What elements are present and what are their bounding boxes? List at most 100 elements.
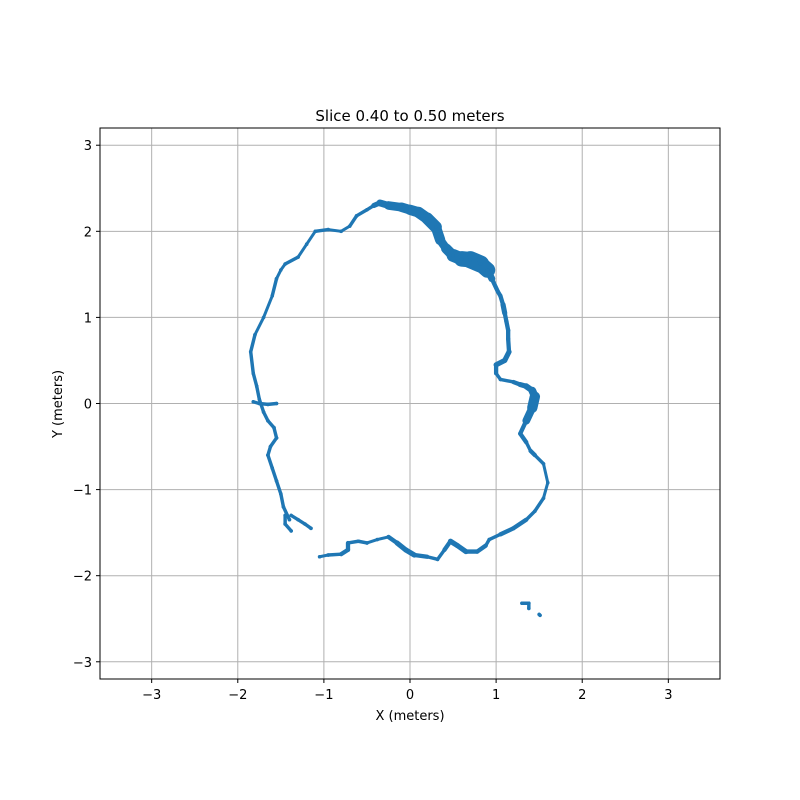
- data-point: [289, 513, 293, 518]
- data-point: [434, 225, 438, 229]
- data-point: [281, 505, 286, 509]
- data-point: [399, 205, 404, 210]
- data-point: [283, 522, 287, 526]
- x-tick-label: 3: [664, 688, 672, 703]
- data-point: [490, 276, 494, 281]
- data-point: [251, 399, 256, 404]
- data-point: [253, 332, 257, 337]
- data-point: [444, 246, 448, 251]
- data-point: [279, 492, 283, 496]
- data-point: [296, 255, 300, 259]
- data-point: [283, 262, 287, 266]
- data-segment: [251, 371, 259, 389]
- data-point: [507, 350, 511, 354]
- data-point: [386, 535, 391, 539]
- data-point: [326, 553, 330, 557]
- data-point: [378, 201, 382, 205]
- data-point: [289, 529, 293, 533]
- series-0: [248, 199, 550, 562]
- y-tick-label: −2: [73, 570, 92, 585]
- data-point: [257, 397, 262, 401]
- x-axis-label: X (meters): [375, 709, 444, 724]
- data-point: [487, 537, 492, 542]
- data-segment: [533, 496, 546, 513]
- data-point: [533, 509, 537, 513]
- y-tick-label: −3: [73, 656, 92, 671]
- data-segment: [253, 315, 266, 337]
- chart-title: Slice 0.40 to 0.50 meters: [315, 107, 504, 125]
- data-point: [268, 444, 273, 449]
- data-point: [455, 543, 460, 548]
- data-segment: [326, 228, 343, 233]
- data-point: [346, 548, 350, 552]
- x-tick-label: −1: [314, 688, 333, 703]
- data-point: [395, 541, 399, 545]
- data-point: [272, 425, 276, 430]
- data-segment: [541, 462, 550, 485]
- data-segment: [248, 350, 255, 376]
- data-point: [533, 453, 537, 457]
- data-point: [478, 262, 483, 266]
- data-point: [248, 350, 253, 354]
- data-point: [375, 537, 380, 542]
- data-point: [365, 541, 369, 545]
- y-tick-label: 3: [84, 139, 92, 154]
- data-point: [309, 526, 313, 531]
- data-segment: [257, 397, 266, 414]
- data-point: [468, 257, 473, 262]
- data-point: [541, 461, 546, 466]
- data-point: [266, 402, 270, 407]
- data-segment: [248, 332, 257, 354]
- y-axis-label: Y (meters): [51, 370, 66, 439]
- data-point: [303, 522, 307, 526]
- data-point: [261, 315, 266, 320]
- series-3: [283, 513, 293, 533]
- x-tick-label: 2: [578, 688, 586, 703]
- data-point: [251, 371, 256, 376]
- data-segment: [348, 214, 359, 228]
- data-point: [442, 548, 447, 552]
- plot-data: [248, 199, 550, 618]
- data-point: [502, 311, 507, 315]
- data-point: [408, 207, 412, 212]
- data-point: [435, 557, 440, 562]
- data-segment: [354, 208, 369, 218]
- axis-ticks: −3 −2 −1 0 1 2 3 −3 −2 −1 0 1 2 3: [73, 139, 673, 703]
- y-tick-label: 0: [84, 398, 92, 413]
- data-point: [339, 552, 343, 556]
- data-point: [485, 268, 490, 272]
- data-point: [296, 517, 300, 522]
- data-point: [498, 532, 503, 537]
- data-segment: [283, 255, 300, 266]
- data-segment: [541, 481, 550, 500]
- y-tick-label: −1: [73, 484, 92, 499]
- data-point: [304, 242, 309, 247]
- data-point: [464, 549, 468, 554]
- data-point: [524, 384, 529, 389]
- series-5: [537, 612, 542, 618]
- data-point: [538, 613, 542, 618]
- data-point: [494, 362, 498, 367]
- data-segment: [313, 227, 330, 234]
- data-point: [257, 401, 262, 406]
- data-segment: [266, 453, 274, 470]
- y-tick-label: 2: [84, 225, 92, 240]
- data-point: [386, 203, 391, 208]
- data-point: [541, 496, 546, 501]
- data-point: [533, 394, 537, 399]
- data-point: [511, 380, 516, 384]
- data-segment: [498, 526, 516, 537]
- data-point: [496, 289, 500, 294]
- data-point: [527, 601, 531, 606]
- data-segment: [281, 505, 292, 522]
- data-point: [506, 337, 510, 341]
- data-point: [274, 401, 279, 406]
- series-1: [251, 399, 279, 407]
- data-point: [502, 358, 507, 363]
- data-point: [528, 449, 533, 453]
- data-point: [317, 554, 322, 559]
- data-point: [274, 276, 279, 281]
- data-point: [254, 384, 259, 389]
- data-segment: [305, 229, 317, 246]
